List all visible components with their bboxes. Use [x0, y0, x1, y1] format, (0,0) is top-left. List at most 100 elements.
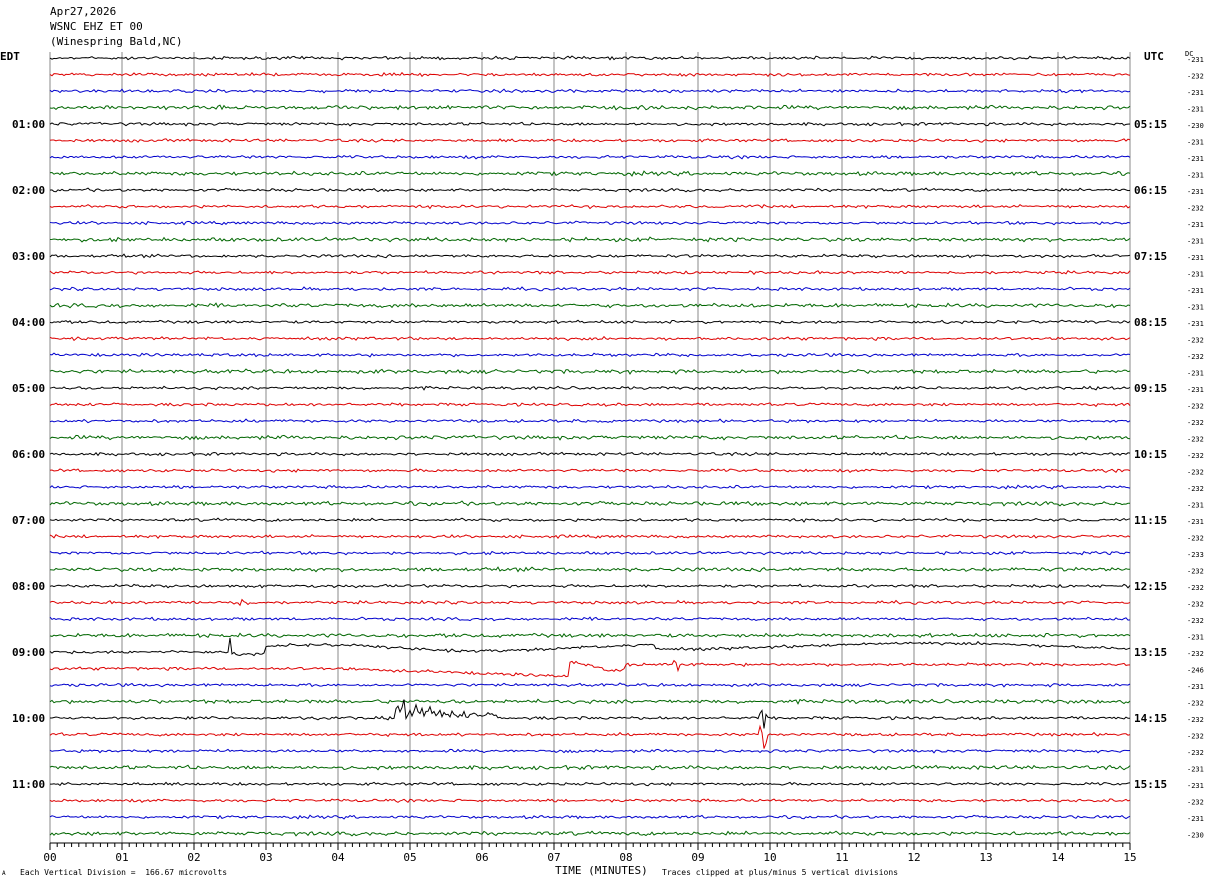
- dc-offset-label: -230: [1187, 832, 1204, 840]
- seismic-trace-row: [49, 236, 1131, 243]
- dc-offset-label: -231: [1187, 304, 1204, 312]
- x-tick-label: 15: [1123, 851, 1136, 864]
- seismic-trace-row: [49, 598, 1131, 607]
- x-tick-label: 13: [979, 851, 992, 864]
- utc-hour-label: 07:15: [1134, 250, 1167, 263]
- dc-offset-label: -231: [1187, 254, 1204, 262]
- dc-offset-label: -231: [1187, 139, 1204, 147]
- utc-hour-label: 10:15: [1134, 448, 1167, 461]
- edt-hour-label: 08:00: [12, 580, 45, 593]
- utc-hour-label: 05:15: [1134, 118, 1167, 131]
- seismic-trace-row: [49, 104, 1131, 111]
- dc-offset-label: -246: [1187, 667, 1204, 675]
- seismic-trace-row: [49, 583, 1131, 589]
- dc-offset-label: -231: [1187, 320, 1204, 328]
- dc-offset-label: -231: [1187, 56, 1204, 64]
- seismic-trace-row: [49, 637, 1131, 657]
- seismic-trace-row: [49, 468, 1131, 474]
- seismic-trace-row: [49, 121, 1131, 127]
- dc-offset-label: -232: [1187, 535, 1204, 543]
- seismic-trace-row: [49, 534, 1131, 540]
- seismic-trace-row: [50, 699, 1130, 729]
- x-tick-label: 12: [907, 851, 920, 864]
- x-tick-label: 07: [547, 851, 560, 864]
- seismic-trace-row: [49, 335, 1131, 342]
- seismic-trace-row: [49, 418, 1131, 424]
- seismic-trace-row: [49, 748, 1131, 754]
- x-tick-label: 00: [43, 851, 56, 864]
- dc-offset-label: -232: [1187, 601, 1204, 609]
- dc-offset-label: -231: [1187, 766, 1204, 774]
- dc-offset-label: -232: [1187, 452, 1204, 460]
- dc-offset-label: -232: [1187, 436, 1204, 444]
- edt-hour-label: 09:00: [12, 646, 45, 659]
- x-tick-label: 14: [1051, 851, 1065, 864]
- utc-hour-label: 11:15: [1134, 514, 1167, 527]
- seismic-trace-row: [49, 616, 1131, 622]
- utc-hour-label: 06:15: [1134, 184, 1167, 197]
- corner-mark: A: [2, 870, 6, 877]
- seismic-trace-row: [49, 698, 1131, 705]
- scale-note: Each Vertical Division = 166.67 microvol…: [20, 868, 228, 877]
- location-label: (Winespring Bald,NC): [50, 35, 183, 48]
- seismic-trace-row: [49, 724, 1131, 749]
- seismic-trace-row: [49, 220, 1131, 226]
- seismic-trace-row: [49, 138, 1131, 143]
- dc-offset-label: -232: [1187, 403, 1204, 411]
- edt-hour-label: 01:00: [12, 118, 45, 131]
- x-tick-label: 01: [115, 851, 128, 864]
- dc-offset-label: -232: [1187, 650, 1204, 658]
- dc-offset-label: -232: [1187, 749, 1204, 757]
- dc-offset-label: -232: [1187, 205, 1204, 213]
- seismic-trace-row: [49, 659, 1131, 678]
- x-tick-label: 04: [331, 851, 345, 864]
- dc-offset-label: -232: [1187, 733, 1204, 741]
- seismic-trace-row: [49, 187, 1131, 193]
- dc-offset-label: -231: [1187, 287, 1204, 295]
- edt-hour-label: 04:00: [12, 316, 45, 329]
- utc-hour-label: 15:15: [1134, 778, 1167, 791]
- seismic-trace-row: [49, 352, 1131, 358]
- seismic-trace-row: [49, 434, 1131, 441]
- x-tick-label: 09: [691, 851, 704, 864]
- dc-offset-label: -231: [1187, 683, 1204, 691]
- seismic-trace-row: [49, 170, 1131, 177]
- dc-offset-label: -231: [1187, 188, 1204, 196]
- seismic-trace-row: [49, 566, 1131, 573]
- dc-offset-label: -232: [1187, 617, 1204, 625]
- dc-offset-label: -231: [1187, 518, 1204, 526]
- utc-hour-label: 09:15: [1134, 382, 1167, 395]
- utc-hour-label: 12:15: [1134, 580, 1167, 593]
- seismic-trace-row: [49, 814, 1131, 820]
- dc-offset-label: -232: [1187, 353, 1204, 361]
- utc-hour-label: 13:15: [1134, 646, 1167, 659]
- seismic-trace-row: [49, 88, 1131, 94]
- dc-offset-label: -231: [1187, 89, 1204, 97]
- dc-offset-label: -231: [1187, 782, 1204, 790]
- dc-offset-label: -231: [1187, 502, 1204, 510]
- x-tick-label: 03: [259, 851, 272, 864]
- station-label: WSNC EHZ ET 00: [50, 20, 143, 33]
- seismic-trace-row: [49, 550, 1131, 556]
- x-tick-label: 10: [763, 851, 776, 864]
- dc-offset-label: -232: [1187, 419, 1204, 427]
- seismic-trace-row: [49, 286, 1131, 292]
- dc-offset-label: -232: [1187, 73, 1204, 81]
- seismic-trace-row: [49, 517, 1131, 523]
- dc-offset-label: -232: [1187, 799, 1204, 807]
- seismic-trace-row: [49, 71, 1131, 78]
- seismic-trace-row: [49, 682, 1131, 688]
- dc-offset-label: -231: [1187, 386, 1204, 394]
- seismic-trace-row: [49, 319, 1131, 325]
- dc-offset-label: -232: [1187, 469, 1204, 477]
- x-tick-label: 11: [835, 851, 848, 864]
- seismic-trace-row: [49, 385, 1131, 391]
- edt-hour-label: 05:00: [12, 382, 45, 395]
- dc-offset-label: -232: [1187, 568, 1204, 576]
- dc-offset-label: -231: [1187, 370, 1204, 378]
- dc-offset-label: -232: [1187, 716, 1204, 724]
- seismic-trace-row: [49, 269, 1131, 276]
- seismic-trace-row: [49, 830, 1131, 837]
- seismic-trace-row: [49, 154, 1131, 160]
